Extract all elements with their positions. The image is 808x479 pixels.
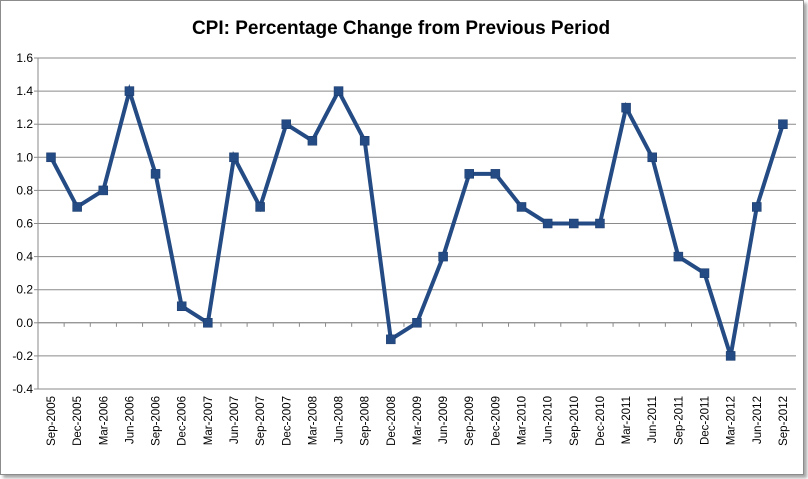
data-point <box>752 202 762 212</box>
data-point <box>255 202 265 212</box>
x-tick-label: Jun-2009 <box>438 396 450 444</box>
data-point <box>124 86 135 96</box>
data-point <box>490 169 501 179</box>
data-point <box>150 169 161 179</box>
x-tick-label: Sep-2012 <box>778 396 790 446</box>
data-point <box>438 251 448 262</box>
x-tick-label: Sep-2007 <box>255 396 267 446</box>
series-cpi <box>46 83 788 361</box>
y-tick-label: 1.6 <box>16 51 33 65</box>
data-point <box>699 268 710 278</box>
x-tick-label: Sep-2008 <box>360 396 372 446</box>
y-tick-label: 0.6 <box>16 217 33 231</box>
x-tick-label: Mar-2009 <box>412 396 424 445</box>
data-point <box>542 218 553 229</box>
x-axis-ticks: Sep-2005 Dec-2005 Mar-2006 Jun-2006 Sep-2006… <box>46 396 790 446</box>
x-tick-label: Jun-2012 <box>752 396 764 444</box>
y-tick-label: -0.4 <box>12 382 33 396</box>
x-tick-label: Mar-2007 <box>203 396 215 445</box>
x-tick-label: Dec-2008 <box>386 396 398 446</box>
y-tick-label: 0.4 <box>16 250 33 264</box>
x-tick-label: Jun-2010 <box>543 396 555 444</box>
x-tick-label: Dec-2007 <box>281 396 293 446</box>
x-tick-label: Sep-2005 <box>46 396 58 446</box>
y-axis-ticks: -0.4 -0.2 0.0 0.2 0.4 0.6 0.8 1.0 1.2 1.4 1.6 <box>12 51 33 396</box>
y-tick-label: 1.0 <box>16 150 33 164</box>
y-tick-label: 1.4 <box>16 84 33 98</box>
data-point <box>725 351 736 361</box>
x-tick-label: Mar-2006 <box>98 396 110 445</box>
data-point <box>412 318 422 328</box>
x-tick-label: Mar-2011 <box>621 396 633 444</box>
chart-title: CPI: Percentage Change from Previous Per… <box>192 18 610 39</box>
x-tick-label: Dec-2006 <box>177 396 189 446</box>
x-tick-label: Jun-2007 <box>229 396 241 444</box>
data-point <box>386 334 396 345</box>
data-point <box>307 136 318 146</box>
data-point <box>595 218 605 229</box>
y-tick-label: -0.2 <box>12 349 33 363</box>
data-point <box>569 218 579 229</box>
x-tick-label: Jun-2006 <box>124 396 136 444</box>
x-tick-label: Dec-2011 <box>700 396 712 445</box>
data-point <box>229 152 239 163</box>
data-point <box>72 202 82 212</box>
x-tick-label: Dec-2005 <box>72 396 84 446</box>
data-point <box>621 102 631 113</box>
x-tick-label: Mar-2012 <box>726 396 738 445</box>
x-tick-label: Dec-2009 <box>490 396 502 446</box>
data-point <box>673 251 684 262</box>
data-point <box>333 86 344 96</box>
x-tick-label: Jun-2008 <box>334 396 346 444</box>
data-point <box>516 202 527 212</box>
x-tick-label: Sep-2006 <box>151 396 163 446</box>
data-point <box>176 301 187 311</box>
data-point <box>281 119 292 129</box>
x-tick-label: Dec-2010 <box>595 396 607 446</box>
x-tick-label: Mar-2010 <box>517 396 529 445</box>
data-point <box>647 152 657 163</box>
data-point <box>46 152 56 163</box>
data-point <box>98 185 109 196</box>
x-tick-label: Sep-2010 <box>569 396 581 446</box>
y-tick-label: 1.2 <box>16 117 33 131</box>
data-point <box>464 169 474 179</box>
y-tick-label: 0.8 <box>16 183 33 197</box>
x-tick-label: Sep-2011 <box>673 396 685 445</box>
y-tick-label: 0.2 <box>16 283 33 297</box>
x-tick-label: Sep-2009 <box>464 396 476 446</box>
data-point <box>203 318 213 328</box>
x-tick-label: Mar-2008 <box>307 396 319 445</box>
x-tick-label: Jun-2011 <box>647 396 659 443</box>
y-tick-label: 0.0 <box>16 316 33 330</box>
gridlines <box>38 57 796 390</box>
data-point <box>778 119 788 129</box>
data-point <box>359 136 370 146</box>
